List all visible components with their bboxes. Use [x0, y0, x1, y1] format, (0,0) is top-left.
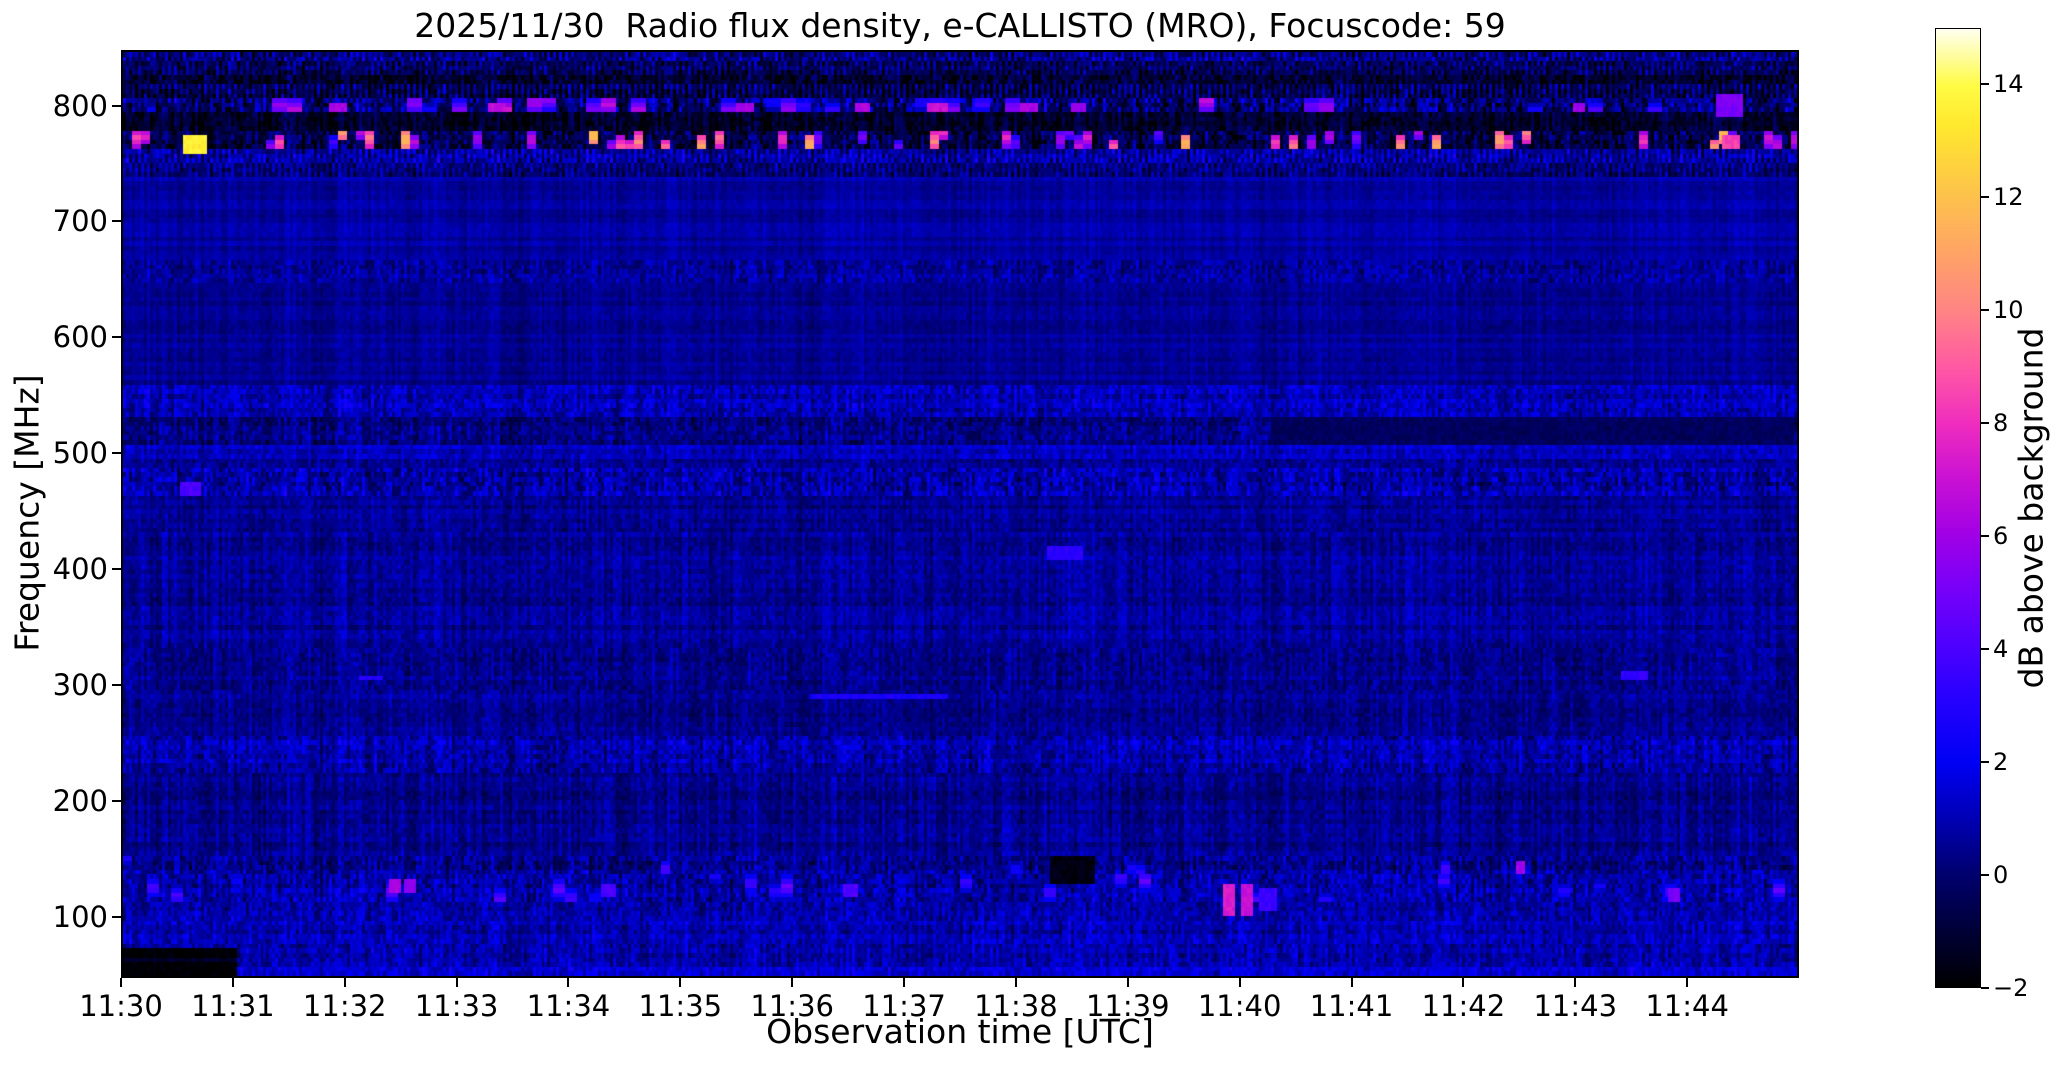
x-tick-label: 11:33 — [414, 989, 499, 1023]
x-tick-mark — [1574, 978, 1577, 987]
x-tick-label: 11:38 — [974, 989, 1058, 1023]
y-tick-label: 400 — [52, 552, 108, 587]
colorbar-tick-mark — [1981, 874, 1989, 877]
y-tick-mark — [112, 452, 121, 455]
colorbar-tick-mark — [1981, 535, 1989, 538]
y-tick-mark — [112, 799, 121, 802]
y-tick-label: 800 — [52, 88, 108, 123]
x-tick-mark — [455, 978, 458, 987]
colorbar-tick-mark — [1981, 422, 1989, 425]
x-tick-mark — [343, 978, 346, 987]
y-axis-label: Frequency [MHz] — [7, 374, 47, 652]
y-tick-label: 500 — [52, 436, 108, 471]
colorbar-tick-label: 2 — [1993, 748, 2009, 777]
y-tick-mark — [112, 220, 121, 223]
colorbar-tick-mark — [1981, 196, 1989, 199]
y-tick-mark — [112, 568, 121, 571]
x-tick-mark — [1126, 978, 1129, 987]
x-tick-label: 11:37 — [862, 989, 946, 1023]
colorbar-tick-label: 0 — [1993, 861, 2009, 890]
x-tick-label: 11:44 — [1645, 989, 1729, 1023]
colorbar-tick-mark — [1981, 987, 1989, 989]
colorbar-tick-mark — [1981, 309, 1989, 312]
x-tick-label: 11:42 — [1421, 989, 1506, 1023]
colorbar-tick-mark — [1981, 83, 1989, 86]
x-tick-mark — [1014, 978, 1017, 987]
x-tick-mark — [231, 978, 234, 987]
x-tick-label: 11:39 — [1086, 989, 1170, 1023]
colorbar-tick-label: 10 — [1993, 296, 2024, 325]
colorbar-tick-label: 8 — [1993, 409, 2009, 438]
colorbar-tick-label: 4 — [1993, 635, 2009, 664]
colorbar-tick-label: 12 — [1993, 183, 2024, 212]
colorbar — [1935, 28, 1981, 988]
x-tick-mark — [791, 978, 794, 987]
y-tick-mark — [112, 915, 121, 918]
colorbar-tick-label: −2 — [1993, 974, 2029, 1002]
x-tick-mark — [1350, 978, 1353, 987]
x-tick-label: 11:31 — [191, 989, 275, 1023]
colorbar-tick-label: 6 — [1993, 522, 2009, 551]
y-tick-label: 200 — [52, 783, 108, 818]
colorbar-tick-mark — [1981, 761, 1989, 764]
colorbar-label: dB above background — [2011, 327, 2051, 689]
spectrogram-plot-area — [121, 50, 1799, 978]
x-tick-mark — [903, 978, 906, 987]
spectrogram-canvas — [123, 52, 1797, 976]
x-tick-mark — [1238, 978, 1241, 987]
x-tick-label: 11:34 — [526, 989, 611, 1023]
x-tick-mark — [120, 978, 122, 987]
x-tick-label: 11:36 — [750, 989, 834, 1023]
chart-title: 2025/11/30 Radio flux density, e-CALLIST… — [414, 6, 1506, 45]
x-tick-mark — [567, 978, 570, 987]
x-tick-mark — [679, 978, 682, 987]
x-tick-label: 11:30 — [79, 989, 163, 1023]
y-tick-mark — [112, 336, 121, 339]
x-tick-label: 11:40 — [1197, 989, 1282, 1023]
x-tick-label: 11:32 — [302, 989, 387, 1023]
x-axis-label: Observation time [UTC] — [766, 1012, 1154, 1051]
y-tick-label: 700 — [52, 204, 108, 239]
x-tick-label: 11:35 — [638, 989, 723, 1023]
x-tick-mark — [1686, 978, 1689, 987]
x-tick-label: 11:43 — [1533, 989, 1618, 1023]
x-tick-label: 11:41 — [1309, 989, 1394, 1023]
colorbar-tick-label: 14 — [1993, 70, 2024, 99]
y-tick-label: 300 — [52, 667, 108, 702]
y-tick-label: 100 — [52, 899, 108, 934]
y-tick-label: 600 — [52, 320, 108, 355]
x-tick-mark — [1462, 978, 1465, 987]
y-tick-mark — [112, 104, 121, 107]
y-tick-mark — [112, 683, 121, 686]
colorbar-tick-mark — [1981, 648, 1989, 651]
